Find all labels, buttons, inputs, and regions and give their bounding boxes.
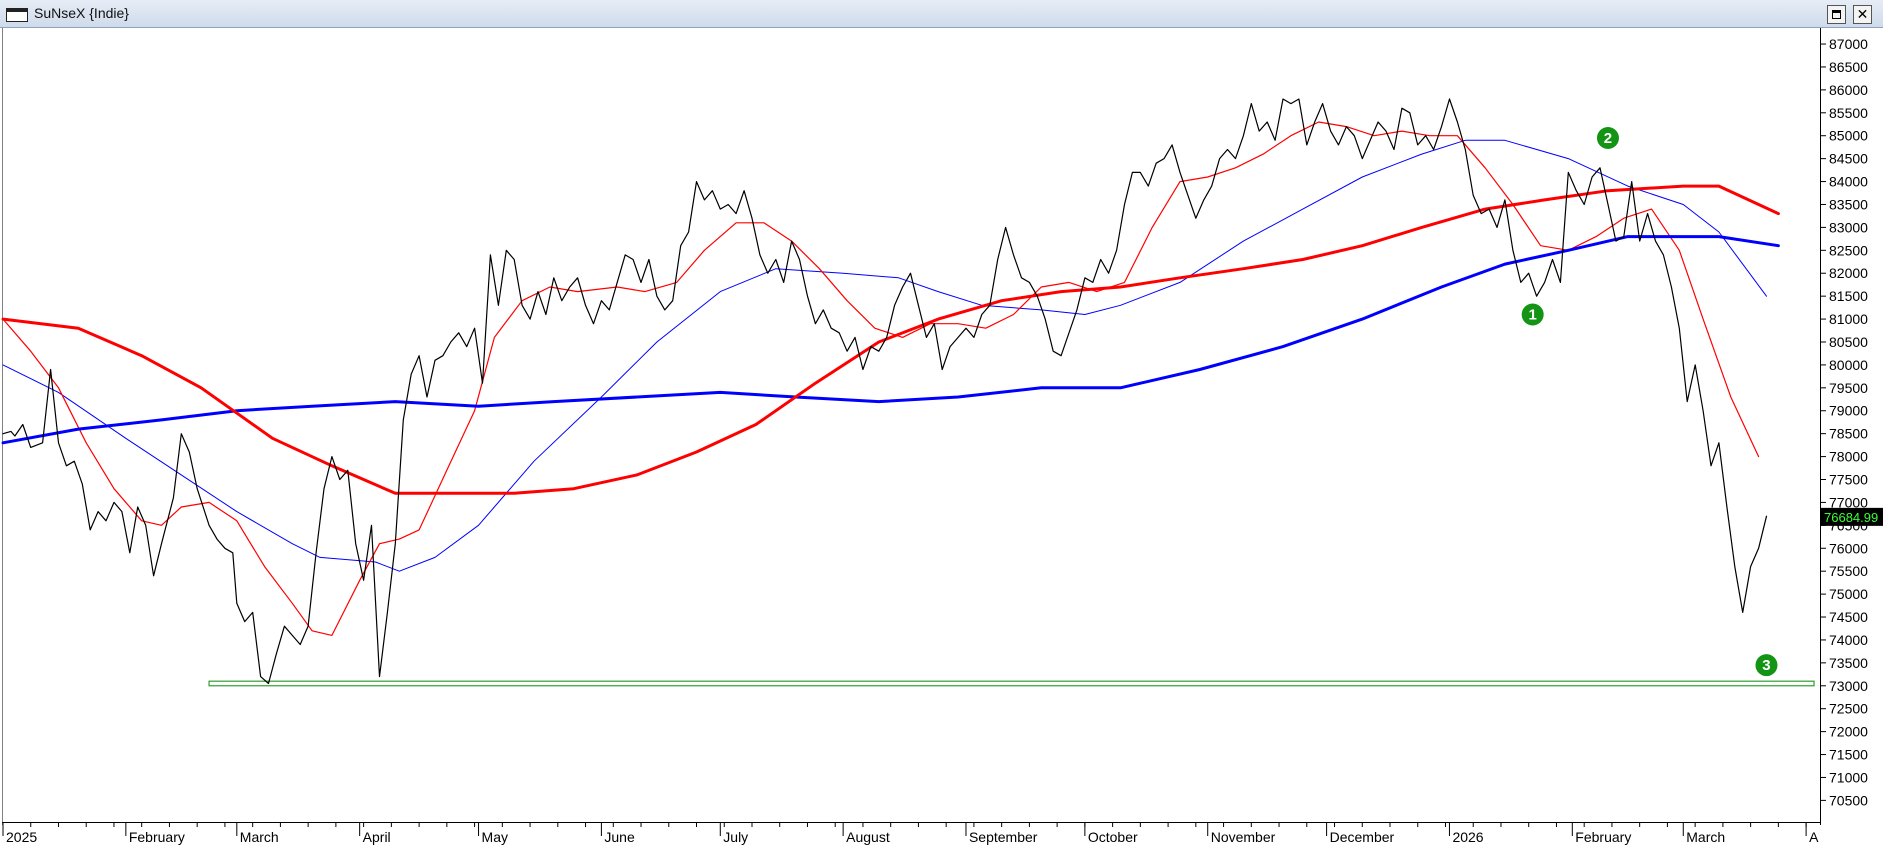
y-tick-label: 70500	[1829, 792, 1868, 808]
maximize-icon	[1832, 10, 1841, 19]
x-tick-label: A	[1809, 829, 1819, 845]
x-tick-label: February	[129, 829, 185, 845]
price-chart[interactable]: 70500 71000 71500 72000 72500 73000 73500 74000…	[0, 28, 1883, 854]
x-axis: 2025 February March April May June July August S…	[2, 822, 1819, 845]
y-tick-label: 77500	[1829, 472, 1868, 488]
price-line	[2, 98, 1768, 685]
y-tick-label: 72500	[1829, 701, 1868, 717]
series-layer	[1, 98, 1780, 685]
y-tick-label: 80000	[1829, 357, 1868, 373]
y-tick-label: 81500	[1829, 288, 1868, 304]
x-tick-label: 2025	[6, 829, 37, 845]
y-tick-label: 78000	[1829, 449, 1868, 465]
x-tick-label: September	[969, 829, 1038, 845]
y-tick-label: 77000	[1829, 494, 1868, 510]
window-title: SuNseX {Indie}	[34, 5, 129, 21]
y-tick-label: 84500	[1829, 151, 1868, 167]
plot-area	[3, 28, 1821, 821]
y-tick-label: 87000	[1829, 36, 1868, 52]
y-tick-label: 75000	[1829, 586, 1868, 602]
marker-badge	[1755, 654, 1778, 677]
x-tick-label: May	[482, 829, 508, 845]
maximize-button[interactable]	[1827, 5, 1846, 24]
y-tick-label: 79500	[1829, 380, 1868, 396]
last-price-tag-layer: 76684.99	[1821, 507, 1883, 526]
close-button[interactable]: ✕	[1853, 5, 1872, 24]
y-tick-label: 86000	[1829, 82, 1868, 98]
slow-ma-blue-line	[1, 235, 1780, 445]
y-tick-label: 78500	[1829, 426, 1868, 442]
slow-ma-red-line	[1, 184, 1780, 495]
annotation-markers: 1 2 3	[1521, 127, 1778, 677]
support-zone-layer	[208, 680, 1815, 687]
y-tick-label: 83000	[1829, 219, 1868, 235]
y-tick-label: 74000	[1829, 632, 1868, 648]
last-price-tag	[1821, 507, 1883, 526]
y-tick-label: 84000	[1829, 174, 1868, 190]
last-price-label: 76684.99	[1824, 510, 1878, 525]
y-tick-label: 82000	[1829, 265, 1868, 281]
x-tick-label: June	[604, 829, 635, 845]
y-tick-label: 81000	[1829, 311, 1868, 327]
fast-ma-blue-line	[2, 139, 1767, 572]
y-tick-label: 72000	[1829, 724, 1868, 740]
x-tick-label: 2026	[1452, 829, 1483, 845]
fast-ma-red-line	[2, 121, 1760, 637]
y-tick-label: 83500	[1829, 196, 1868, 212]
y-tick-label: 86500	[1829, 59, 1868, 75]
y-tick-label: 75500	[1829, 563, 1868, 579]
title-bar[interactable]: SuNseX {Indie} ✕	[0, 0, 1883, 28]
y-tick-label: 73000	[1829, 678, 1868, 694]
support-zone	[208, 680, 1815, 687]
x-tick-label: February	[1575, 829, 1631, 845]
marker-label: 3	[1762, 657, 1770, 674]
x-tick-label: March	[1686, 829, 1725, 845]
y-tick-label: 73500	[1829, 655, 1868, 671]
marker-label: 2	[1604, 130, 1612, 147]
y-axis: 70500 71000 71500 72000 72500 73000 73500 74000…	[1820, 36, 1868, 808]
x-tick-label: October	[1088, 829, 1138, 845]
y-tick-label: 82500	[1829, 242, 1868, 258]
x-tick-label: December	[1330, 829, 1395, 845]
marker-badge	[1521, 303, 1544, 326]
x-tick-label: April	[363, 829, 391, 845]
x-tick-label: November	[1211, 829, 1276, 845]
marker-label: 1	[1529, 306, 1537, 323]
marker-badge	[1596, 127, 1619, 150]
y-tick-label: 74500	[1829, 609, 1868, 625]
y-tick-label: 71500	[1829, 747, 1868, 763]
x-tick-label: March	[240, 829, 279, 845]
y-tick-label: 71000	[1829, 769, 1868, 785]
y-tick-label: 85000	[1829, 128, 1868, 144]
x-tick-label: August	[846, 829, 890, 845]
chart-window-icon[interactable]	[6, 8, 28, 22]
y-tick-label: 76000	[1829, 540, 1868, 556]
y-tick-label: 80500	[1829, 334, 1868, 350]
y-tick-label: 85500	[1829, 105, 1868, 121]
y-tick-label: 79000	[1829, 403, 1868, 419]
x-tick-label: July	[723, 829, 748, 845]
